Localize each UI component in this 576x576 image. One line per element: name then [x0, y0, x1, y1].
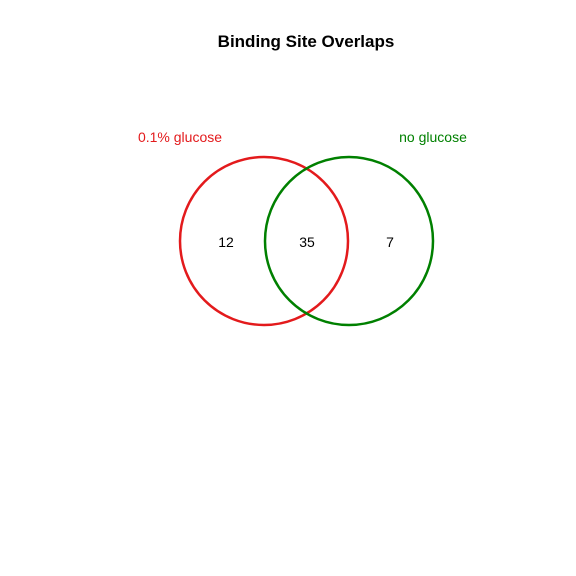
- count-only-b: 7: [386, 234, 394, 250]
- set-a-label: 0.1% glucose: [138, 129, 222, 145]
- diagram-title: Binding Site Overlaps: [218, 32, 395, 51]
- count-only-a: 12: [218, 234, 234, 250]
- count-both: 35: [299, 234, 315, 250]
- set-b-circle: [263, 155, 435, 327]
- set-b-label: no glucose: [399, 129, 467, 145]
- set-a-circle: [178, 155, 350, 327]
